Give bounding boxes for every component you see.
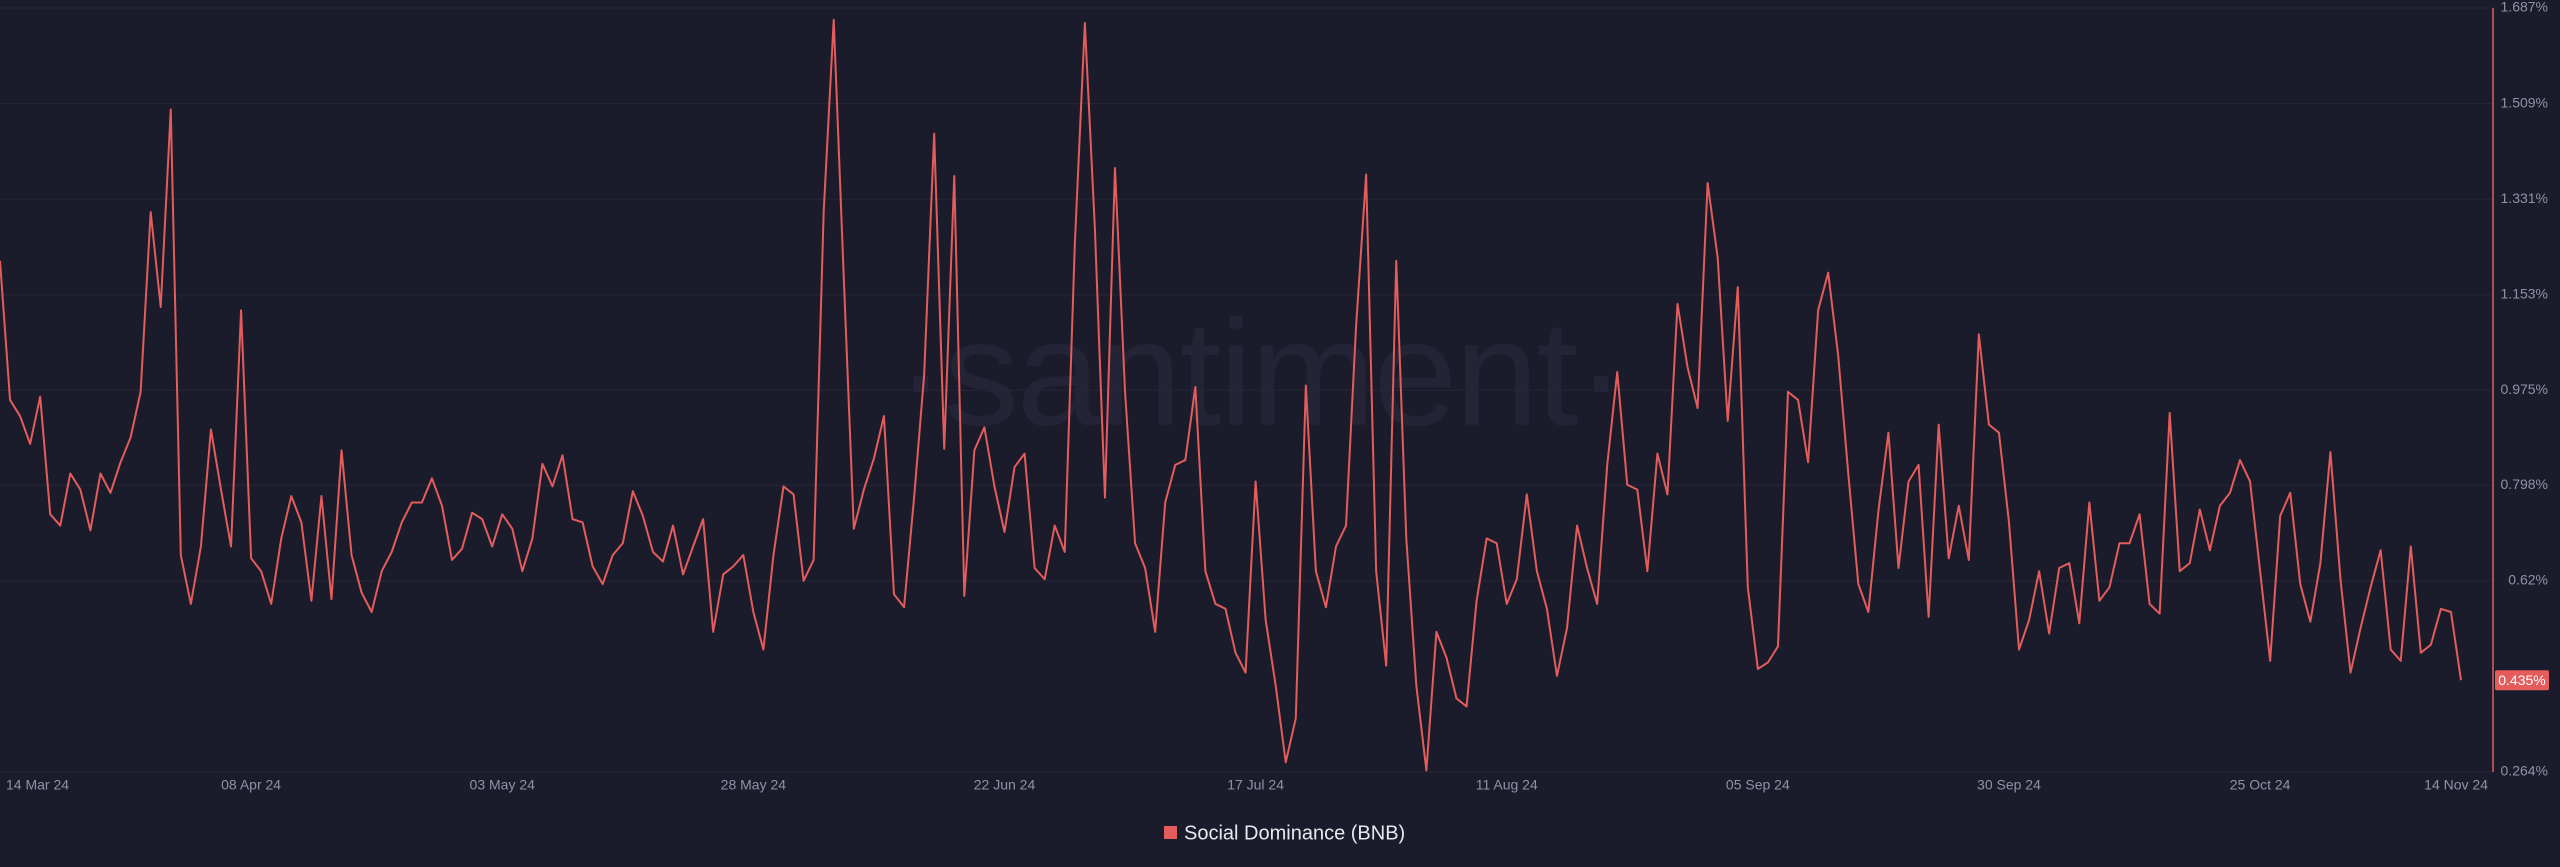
badge-bg	[2495, 670, 2549, 691]
x-tick-label: 25 Oct 24	[2230, 777, 2291, 793]
y-tick-label: 1.153%	[2501, 285, 2548, 301]
legend-label: Social Dominance (BNB)	[1184, 822, 1405, 844]
x-tick-label: 30 Sep 24	[1977, 777, 2041, 793]
x-tick-label: 14 Mar 24	[6, 777, 69, 793]
legend-swatch	[1164, 826, 1177, 839]
x-tick-label: 05 Sep 24	[1726, 777, 1790, 793]
x-tick-label: 14 Nov 24	[2424, 777, 2488, 793]
y-tick-label: 0.798%	[2501, 476, 2548, 492]
y-tick-label: 0.62%	[2508, 572, 2548, 588]
current-value-badge: 0.435%	[2495, 670, 2549, 691]
x-tick-label: 28 May 24	[721, 777, 787, 793]
watermark: ·santiment·	[896, 289, 1624, 457]
y-tick-label: 1.331%	[2501, 190, 2548, 206]
legend: Social Dominance (BNB)	[1164, 822, 1405, 844]
x-tick-label: 22 Jun 24	[974, 777, 1036, 793]
y-tick-label: 0.975%	[2501, 381, 2548, 397]
x-tick-label: 03 May 24	[470, 777, 536, 793]
x-tick-label: 08 Apr 24	[221, 777, 281, 793]
y-tick-label: 1.509%	[2501, 94, 2548, 110]
x-tick-label: 11 Aug 24	[1476, 777, 1538, 793]
badge-label: 0.435%	[2498, 672, 2545, 688]
x-tick-label: 17 Jul 24	[1227, 777, 1284, 793]
y-tick-label: 0.264%	[2501, 763, 2548, 779]
series-line	[0, 18, 2462, 772]
y-tick-label: 1.687%	[2501, 0, 2548, 15]
